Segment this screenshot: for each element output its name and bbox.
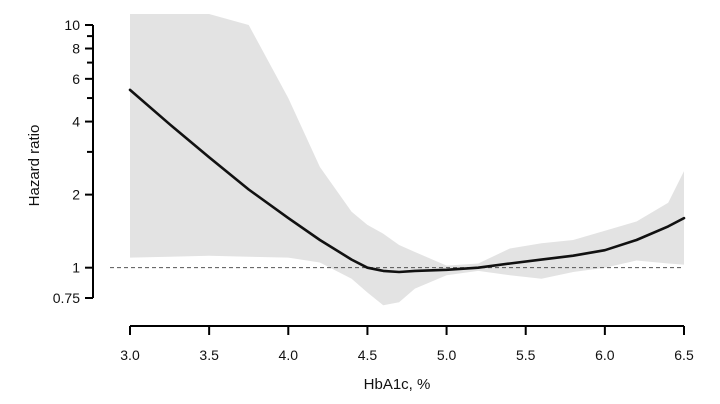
hazard-ratio-line bbox=[128, 88, 686, 274]
y-axis-label: Hazard ratio bbox=[26, 125, 43, 207]
x-tick-label: 4.5 bbox=[358, 347, 378, 363]
x-tick-label: 4.0 bbox=[279, 347, 299, 363]
x-tick-label: 3.5 bbox=[199, 347, 219, 363]
x-tick-label: 6.5 bbox=[674, 347, 694, 363]
x-ticks: 3.0 3.5 4.0 4.5 5.0 5.5 6.0 6.5 bbox=[120, 326, 694, 363]
series-line-layer bbox=[128, 88, 686, 274]
y-tick-label: 6 bbox=[72, 71, 80, 87]
y-tick-label: 0.75 bbox=[53, 290, 80, 306]
y-tick-label: 2 bbox=[72, 187, 80, 203]
x-tick-label: 5.5 bbox=[516, 347, 536, 363]
x-tick-label: 6.0 bbox=[595, 347, 615, 363]
x-axis-label: HbA1c, % bbox=[364, 376, 431, 393]
confidence-band bbox=[130, 14, 684, 306]
y-tick-label: 8 bbox=[72, 41, 80, 57]
y-tick-label: 10 bbox=[64, 17, 80, 33]
y-ticks: 0.75 1 2 4 6 8 10 bbox=[53, 17, 93, 306]
confidence-band-layer bbox=[130, 14, 684, 306]
x-tick-label: 3.0 bbox=[120, 347, 140, 363]
y-tick-label: 4 bbox=[72, 114, 80, 130]
y-tick-label: 1 bbox=[72, 260, 80, 276]
axes bbox=[92, 25, 684, 327]
x-tick-label: 5.0 bbox=[437, 347, 457, 363]
